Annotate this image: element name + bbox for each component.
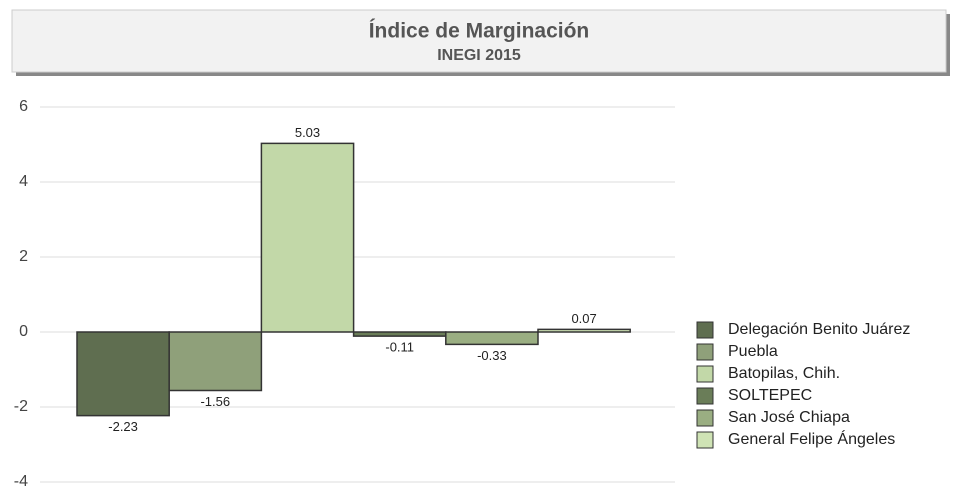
chart-title: Índice de Marginación (369, 20, 590, 43)
legend-label: Puebla (728, 343, 778, 360)
y-tick-label: 2 (19, 248, 28, 265)
legend-swatch (696, 321, 714, 339)
legend-swatch (696, 409, 714, 427)
data-label: 0.07 (571, 311, 596, 326)
bar (352, 331, 447, 337)
y-tick-label: 0 (19, 323, 28, 340)
legend-label: Batopilas, Chih. (728, 365, 840, 382)
bar (168, 331, 263, 392)
y-tick-label: 6 (19, 98, 28, 115)
legend-label: Delegación Benito Juárez (728, 321, 910, 338)
legend-swatch (696, 343, 714, 361)
legend-label: General Felipe Ángeles (728, 429, 895, 448)
chart-subtitle: INEGI 2015 (437, 47, 521, 64)
bar (76, 331, 170, 417)
bar (537, 328, 631, 333)
data-label: -0.11 (385, 340, 414, 355)
legend-swatch (696, 365, 714, 383)
data-label: -1.56 (200, 394, 230, 409)
bar (260, 142, 355, 333)
data-label: -0.33 (477, 348, 507, 363)
legend-label: SOLTEPEC (728, 387, 812, 404)
legend-swatch (696, 387, 714, 405)
data-label: -2.23 (108, 419, 138, 434)
y-tick-label: 4 (19, 173, 28, 190)
legend-swatch (696, 431, 714, 449)
bar (445, 331, 539, 346)
data-label: 5.03 (295, 125, 320, 140)
y-tick-label: -2 (14, 398, 28, 415)
legend-label: San José Chiapa (728, 409, 850, 426)
y-tick-label: -4 (14, 473, 28, 490)
title-box (11, 9, 947, 73)
